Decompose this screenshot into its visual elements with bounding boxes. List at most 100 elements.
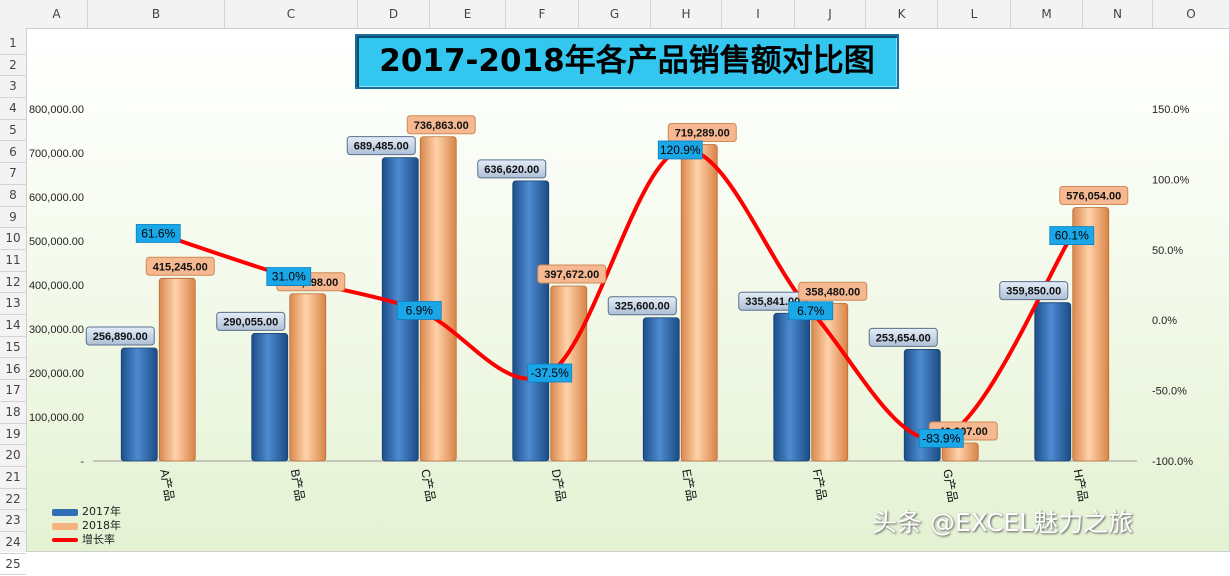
row-header-9[interactable]: 9	[0, 207, 26, 229]
row-header-13[interactable]: 13	[0, 293, 26, 316]
chart-svg: - 100,000.00 200,000.00 300,000.00 400,000.0…	[29, 104, 1193, 503]
legend-item-growth: 增长率	[52, 533, 121, 547]
row-header-16[interactable]: 16	[0, 359, 26, 381]
data-label-2017-A产品-box	[85, 326, 155, 346]
bar-2017-F产品	[773, 312, 811, 462]
data-label-2017-E产品: 325,600.00	[615, 301, 670, 313]
row-header-20[interactable]: 20	[0, 445, 26, 467]
legend-item-2017: 2017年	[52, 505, 121, 519]
data-label-growth-H产品-box	[1049, 226, 1095, 245]
bar-2018-H产品	[1072, 207, 1110, 462]
data-label-2017-H产品-box	[999, 281, 1069, 301]
bar-2018-B产品	[289, 293, 327, 462]
chart-title[interactable]: 2017-2018年各产品销售额对比图	[355, 34, 899, 89]
left-axis-tick-label: 500,000.00	[29, 236, 84, 248]
row-header-3[interactable]: 3	[0, 76, 26, 99]
legend-label-2017: 2017年	[82, 505, 121, 518]
data-label-growth-D产品: -37.5%	[531, 366, 569, 380]
right-axis-tick-label: -100.0%	[1152, 456, 1193, 468]
data-label-2018-H产品-box	[1059, 186, 1129, 206]
data-label-2018-D产品-box	[537, 264, 607, 284]
row-header-19[interactable]: 19	[0, 424, 26, 446]
column-header-I[interactable]: I	[722, 0, 795, 28]
row-header-23[interactable]: 23	[0, 510, 26, 533]
row-header-18[interactable]: 18	[0, 402, 26, 424]
row-header-21[interactable]: 21	[0, 467, 26, 489]
column-header-N[interactable]: N	[1083, 0, 1153, 28]
data-label-growth-G产品-box	[918, 428, 964, 448]
column-header-M[interactable]: M	[1011, 0, 1083, 28]
data-label-2017-C产品: 689,485.00	[354, 141, 409, 153]
row-header-17[interactable]: 17	[0, 380, 26, 402]
row-header-11[interactable]: 11	[0, 250, 26, 272]
data-label-2018-D产品: 397,672.00	[544, 269, 599, 281]
x-axis-category-label: D产品	[549, 468, 568, 503]
data-label-2017-G产品: 253,654.00	[876, 332, 931, 344]
bar-2018-A产品	[158, 277, 196, 462]
data-label-growth-B产品-box	[266, 267, 312, 286]
left-axis-tick-label: 100,000.00	[29, 412, 84, 424]
chart-legend[interactable]: 2017年 2018年 增长率	[52, 505, 121, 547]
row-header-22[interactable]: 22	[0, 489, 26, 511]
data-label-2018-F产品: 358,480.00	[805, 286, 860, 298]
legend-label-growth: 增长率	[82, 533, 115, 546]
column-header-K[interactable]: K	[866, 0, 938, 28]
legend-item-2018: 2018年	[52, 519, 121, 533]
row-header-2[interactable]: 2	[0, 55, 26, 77]
column-header-L[interactable]: L	[938, 0, 1011, 28]
data-label-growth-G产品: -83.9%	[922, 431, 960, 445]
bar-2018-C产品	[419, 136, 457, 462]
column-header-D[interactable]: D	[358, 0, 430, 28]
legend-swatch-growth	[52, 538, 78, 542]
data-label-2018-F产品-box	[798, 281, 868, 301]
row-header-10[interactable]: 10	[0, 228, 26, 250]
column-header-F[interactable]: F	[506, 0, 579, 28]
column-header-G[interactable]: G	[579, 0, 651, 28]
row-header-4[interactable]: 4	[0, 98, 26, 120]
right-axis-tick-label: 50.0%	[1152, 245, 1183, 257]
row-header-5[interactable]: 5	[0, 120, 26, 142]
legend-swatch-2017	[52, 508, 78, 516]
bar-2017-H产品	[1034, 302, 1072, 462]
column-header-H[interactable]: H	[651, 0, 722, 28]
row-header-1[interactable]: 1	[0, 33, 26, 55]
column-header-C[interactable]: C	[225, 0, 358, 28]
x-axis-category-label: C产品	[418, 468, 437, 503]
data-label-growth-D产品-box	[527, 363, 573, 383]
data-label-2018-A产品-box	[145, 256, 215, 276]
data-label-2018-E产品: 719,289.00	[675, 128, 730, 140]
data-label-2017-D产品: 636,620.00	[484, 164, 539, 176]
column-header-A[interactable]: A	[26, 0, 88, 28]
right-axis-tick-label: -50.0%	[1152, 386, 1187, 398]
row-header-7[interactable]: 7	[0, 163, 26, 185]
data-label-2017-B产品: 290,055.00	[223, 316, 278, 328]
row-header-8[interactable]: 8	[0, 185, 26, 207]
left-axis-tick-label: 700,000.00	[29, 148, 84, 160]
left-axis-tick-label: 300,000.00	[29, 324, 84, 336]
data-label-2017-F产品: 335,841.00	[745, 296, 800, 308]
bar-2017-D产品	[512, 180, 550, 462]
row-header-14[interactable]: 14	[0, 315, 26, 337]
data-label-2018-C产品-box	[406, 115, 476, 135]
column-header-B[interactable]: B	[88, 0, 225, 28]
data-label-growth-E产品: 120.9%	[660, 143, 701, 157]
data-label-2017-G产品-box	[868, 327, 938, 347]
row-header-25[interactable]: 25	[0, 554, 26, 576]
data-label-2017-B产品-box	[216, 311, 286, 331]
bar-2018-F产品	[811, 302, 849, 462]
left-axis-tick-label: 600,000.00	[29, 192, 84, 204]
legend-swatch-2018	[52, 522, 78, 530]
data-label-growth-B产品: 31.0%	[272, 270, 306, 284]
data-label-growth-A产品-box	[135, 224, 181, 243]
x-axis-category-label: E产品	[679, 468, 698, 502]
data-label-2017-E产品-box	[607, 296, 677, 316]
row-header-15[interactable]: 15	[0, 337, 26, 359]
row-header-12[interactable]: 12	[0, 272, 26, 294]
column-header-J[interactable]: J	[795, 0, 866, 28]
x-axis-category-label: A产品	[157, 468, 176, 502]
data-label-2018-C产品: 736,863.00	[414, 120, 469, 132]
row-header-6[interactable]: 6	[0, 142, 26, 164]
column-header-E[interactable]: E	[430, 0, 506, 28]
right-axis-tick-label: 0.0%	[1152, 315, 1177, 327]
